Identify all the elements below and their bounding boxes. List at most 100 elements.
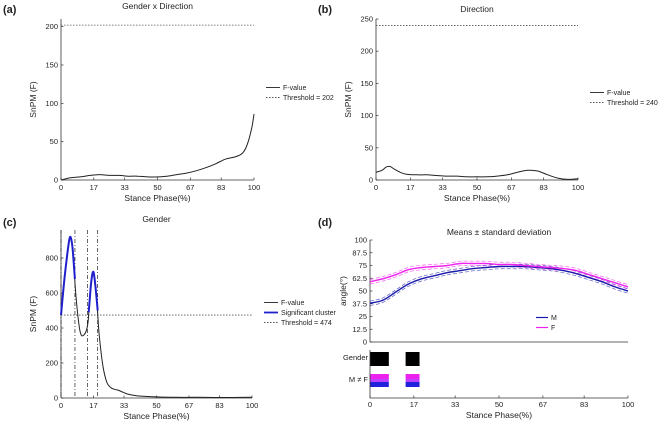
sd-upper-F [369,260,629,286]
sd-lower-F [369,265,629,290]
y-tick-label-d: 0 [363,338,367,347]
sig-label-m-neq-f: M ≠ F [349,375,369,384]
legend-entry: F-value [283,85,306,92]
y-tick-label-a: 0 [54,176,58,185]
y-tick-label-d: 25 [359,312,367,321]
y-tick-label-c: 400 [45,324,58,333]
legend-entry: F-value [607,90,630,97]
x-tick-label-c: 100 [246,401,259,410]
mf-sig-block-f [370,374,389,379]
panel-title-c: Gender [142,214,171,224]
x-tick-label-a: 17 [90,183,98,192]
panel-title-d: Means ± standard deviation [447,227,552,237]
x-axis-label-a: Stance Phase(%) [124,193,190,203]
x-tick-label-c: 0 [59,401,63,410]
x-tick-label-d: 0 [368,400,372,409]
y-tick-label-b: 0 [369,176,373,185]
x-tick-label-c: 83 [215,401,223,410]
y-tick-label-d: 100 [354,236,367,245]
x-tick-label-b: 17 [406,183,414,192]
series-line-f [369,262,629,288]
gender-sig-block [370,352,389,366]
y-tick-label-b: 150 [360,79,373,88]
x-tick-label-d: 50 [495,400,503,409]
y-tick-label-d: 75 [359,261,367,270]
legend-entry: Threshold = 240 [607,100,658,107]
x-tick-label-a: 100 [248,183,261,192]
y-tick-label-c: 800 [45,254,58,263]
panel-title-b: Direction [460,4,494,14]
y-tick-label-d: 87.5 [352,248,367,257]
legend-entry: F-value [281,300,304,307]
panel-label-d: (d) [318,217,332,229]
series-line-f-value [60,236,253,398]
x-tick-label-d: 83 [580,400,588,409]
series-line-significant-cluster [60,235,76,316]
y-tick-label-b: 100 [360,111,373,120]
x-tick-label-a: 33 [121,183,129,192]
mf-sig-block-mid [405,379,420,382]
y-axis-label-c: SnPM (F) [28,296,38,333]
series-line-m [369,265,629,304]
x-tick-label-c: 17 [89,401,97,410]
y-tick-label-a: 150 [45,61,58,70]
x-tick-label-d: 33 [451,400,459,409]
sig-label-gender: Gender [343,353,369,362]
y-tick-label-d: 62.5 [352,274,367,283]
y-tick-label-c: 0 [54,394,58,403]
sd-upper-M [369,263,629,302]
panel-label-b: (b) [318,4,332,16]
x-tick-label-d: 67 [539,400,547,409]
legend-entry: Threshold = 474 [281,320,332,327]
x-tick-label-a: 83 [217,183,225,192]
y-tick-label-a: 50 [50,137,58,146]
sd-lower-M [369,268,629,306]
series-line-f-value [375,165,579,180]
y-tick-label-a: 100 [45,99,58,108]
mf-sig-block-m [370,382,389,387]
y-axis-label-a: SnPM (F) [28,81,38,118]
y-tick-label-b: 250 [360,15,373,24]
x-tick-label-c: 50 [152,401,160,410]
legend-entry: Threshold = 202 [283,95,334,102]
y-tick-label-c: 200 [45,359,58,368]
x-tick-label-d: 17 [410,400,418,409]
panel-label-c: (c) [3,217,17,229]
x-tick-label-a: 50 [153,183,161,192]
legend-entry: M [551,315,557,322]
panel-label-a: (a) [3,4,17,16]
x-axis-label-b: Stance Phase(%) [444,193,510,203]
y-tick-label-d: 12.5 [352,325,367,334]
series-line-f-value [60,114,255,181]
x-tick-label-b: 67 [507,183,515,192]
y-axis-label-d: angle(°) [338,276,348,306]
y-axis-label-b: SnPM (F) [343,81,353,118]
x-tick-label-b: 83 [539,183,547,192]
legend-entry: Significant cluster [281,310,337,317]
series-line-significant-cluster [87,270,99,313]
mf-sig-block-mid [370,379,389,382]
y-tick-label-d: 50 [359,287,367,296]
y-tick-label-b: 200 [360,47,373,56]
x-tick-label-d: 100 [622,400,635,409]
mf-sig-block-m [405,382,420,387]
y-tick-label-d: 37.5 [352,299,367,308]
x-tick-label-b: 0 [374,183,378,192]
legend-entry: F [551,325,555,332]
y-tick-label-b: 50 [365,143,373,152]
y-tick-label-c: 600 [45,289,58,298]
y-tick-label-a: 200 [45,22,58,31]
x-axis-label-c: Stance Phase(%) [123,411,189,421]
x-tick-label-b: 50 [473,183,481,192]
x-tick-label-a: 67 [186,183,194,192]
mf-sig-block-f [405,374,420,379]
x-axis-label-d: Stance Phase(%) [466,410,532,420]
x-tick-label-b: 33 [438,183,446,192]
x-tick-label-a: 0 [59,183,63,192]
panel-title-a: Gender x Direction [122,1,193,11]
x-tick-label-b: 100 [572,183,585,192]
x-tick-label-c: 67 [185,401,193,410]
x-tick-label-c: 33 [120,401,128,410]
gender-sig-block [405,352,420,366]
